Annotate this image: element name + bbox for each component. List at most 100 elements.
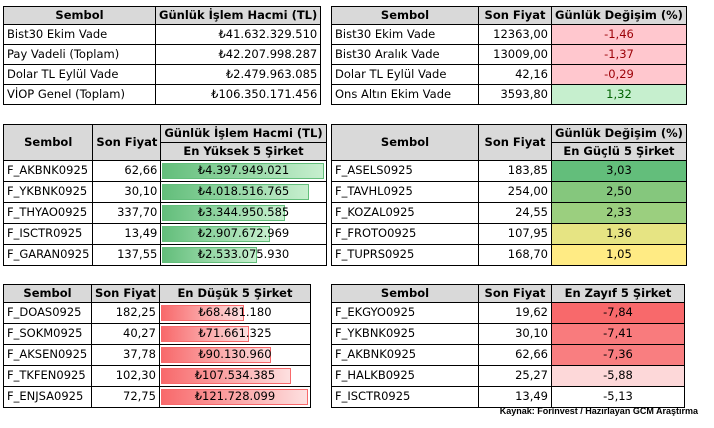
change-cell: 3,03 [551, 160, 687, 182]
symbol-cell: F_EKGYO0925 [331, 302, 479, 324]
volume-cell: ₺42.207.998.287 [154, 44, 322, 65]
change-cell: 1,05 [551, 244, 687, 266]
volume-bar-cell: ₺90.130.960 [158, 344, 311, 366]
price-cell: 13,49 [478, 386, 552, 408]
symbol-cell: Bist30 Ekim Vade [3, 24, 156, 45]
change-cell: -1,46 [551, 24, 687, 45]
change-cell: -0,29 [551, 64, 687, 85]
symbol-cell: F_ISCTR0925 [331, 386, 479, 408]
col-header-weakest-5: En Zayıf 5 Şirket [551, 284, 685, 303]
table-row: F_ENJSA0925 72,75 ₺121.728.099 [3, 386, 311, 408]
price-cell: 107,95 [478, 223, 552, 245]
table-row: Bist30 Ekim Vade 12363,00 -1,46 [331, 24, 687, 45]
volume-bar-cell: ₺71.661.325 [158, 323, 311, 345]
table-row: F_ASELS0925 183,85 3,03 [331, 160, 687, 182]
price-cell: 168,70 [478, 244, 552, 266]
volume-cell: ₺2.479.963.085 [154, 64, 322, 85]
change-cell: -7,41 [551, 323, 685, 345]
symbol-cell: F_ISCTR0925 [2, 223, 94, 245]
table-row: F_SOKM0925 40,27 ₺71.661.325 [3, 323, 311, 345]
symbol-cell: F_TUPRS0925 [331, 244, 479, 266]
change-cell: 1,32 [551, 84, 687, 105]
table-row: F_TAVHL0925 254,00 2,50 [331, 181, 687, 203]
price-cell: 62,66 [92, 160, 162, 182]
price-cell: 183,85 [478, 160, 552, 182]
price-cell: 30,10 [92, 181, 162, 203]
data-bar [162, 226, 270, 242]
volume-bar-cell: ₺2.533.075.930 [160, 244, 327, 266]
change-cell: 2,33 [551, 202, 687, 224]
table-row: F_FROTO0925 107,95 1,36 [331, 223, 687, 245]
price-cell: 182,25 [91, 302, 160, 324]
price-cell: 13,49 [92, 223, 162, 245]
table-row: F_EKGYO0925 19,62 -7,84 [331, 302, 685, 324]
table-row: F_AKBNK0925 62,66 ₺4.397.949.021 [2, 160, 327, 182]
table-row: Ons Altın Ekim Vade 3593,80 1,32 [331, 84, 687, 105]
symbol-cell: F_YKBNK0925 [2, 181, 94, 203]
symbol-cell: F_ASELS0925 [331, 160, 479, 182]
volume-value: ₺2.907.672.969 [197, 226, 290, 241]
data-bar [162, 184, 310, 200]
col-header-change: Günlük Değişim (%) [551, 6, 687, 25]
change-cell: -5,13 [551, 386, 685, 408]
symbol-cell: Ons Altın Ekim Vade [331, 84, 479, 105]
col-header-symbol: Sembol [3, 284, 92, 303]
col-header-price: Son Fiyat [478, 124, 552, 161]
volume-value: ₺2.533.075.930 [197, 247, 290, 262]
volume-value: ₺107.534.385 [194, 368, 276, 383]
price-cell: 37,78 [91, 344, 160, 366]
symbol-cell: F_SOKM0925 [3, 323, 92, 345]
lowest-volume-companies-table: Sembol Son Fiyat En Düşük 5 Şirket F_DOA… [3, 284, 311, 408]
table-row: F_YKBNK0925 30,10 -7,41 [331, 323, 685, 345]
symbol-cell: F_TAVHL0925 [331, 181, 479, 203]
table-row: F_YKBNK0925 30,10 ₺4.018.516.765 [2, 181, 327, 203]
table-row: F_ISCTR0925 13,49 ₺2.907.672.969 [2, 223, 327, 245]
change-cell: -7,36 [551, 344, 685, 366]
symbol-cell: Pay Vadeli (Toplam) [3, 44, 156, 65]
change-cell: -1,37 [551, 44, 687, 65]
top-right-change-table: Sembol Son Fiyat Günlük Değişim (%) Bist… [331, 6, 687, 105]
col-header-volume: Günlük İşlem Hacmi (TL) [160, 124, 327, 143]
table-row: Dolar TL Eylül Vade 42,16 -0,29 [331, 64, 687, 85]
data-bar [162, 163, 324, 179]
symbol-cell: F_DOAS0925 [3, 302, 92, 324]
data-bar [162, 205, 286, 221]
top-volume-companies-table: Sembol Son Fiyat Günlük İşlem Hacmi (TL)… [2, 124, 327, 266]
symbol-cell: Bist30 Aralık Vade [331, 44, 479, 65]
top-left-volume-table: Sembol Günlük İşlem Hacmi (TL) Bist30 Ek… [3, 6, 322, 105]
symbol-cell: F_TKFEN0925 [3, 365, 92, 387]
weakest-companies-table: Sembol Son Fiyat En Zayıf 5 Şirket F_EKG… [331, 284, 685, 408]
change-cell: 1,36 [551, 223, 687, 245]
price-cell: 137,55 [92, 244, 162, 266]
table-row: Pay Vadeli (Toplam) ₺42.207.998.287 [3, 44, 322, 65]
data-bar [162, 247, 257, 263]
data-bar [160, 368, 291, 384]
col-header-lowest-5: En Düşük 5 Şirket [158, 284, 311, 303]
table-row: Dolar TL Eylül Vade ₺2.479.963.085 [3, 64, 322, 85]
table-row: F_DOAS0925 182,25 ₺68.481.180 [3, 302, 311, 324]
symbol-cell: F_AKBNK0925 [331, 344, 479, 366]
table-row: F_HALKB0925 25,27 -5,88 [331, 365, 685, 387]
volume-bar-cell: ₺68.481.180 [158, 302, 311, 324]
volume-value: ₺68.481.180 [198, 305, 272, 320]
col-header-symbol: Sembol [331, 124, 479, 161]
price-cell: 19,62 [478, 302, 552, 324]
col-header-price: Son Fiyat [478, 6, 552, 25]
symbol-cell: F_FROTO0925 [331, 223, 479, 245]
table-row: F_AKSEN0925 37,78 ₺90.130.960 [3, 344, 311, 366]
volume-bar-cell: ₺2.907.672.969 [160, 223, 327, 245]
symbol-cell: Dolar TL Eylül Vade [3, 64, 156, 85]
col-header-price: Son Fiyat [91, 284, 160, 303]
price-cell: 24,55 [478, 202, 552, 224]
col-header-price: Son Fiyat [478, 284, 552, 303]
table-row: F_THYAO0925 337,70 ₺3.344.950.585 [2, 202, 327, 224]
table-row: F_AKBNK0925 62,66 -7,36 [331, 344, 685, 366]
change-cell: 2,50 [551, 181, 687, 203]
volume-value: ₺121.728.099 [194, 389, 276, 404]
price-cell: 12363,00 [478, 24, 552, 45]
data-bar [160, 389, 309, 405]
table-row: Bist30 Aralık Vade 13009,00 -1,37 [331, 44, 687, 65]
price-cell: 337,70 [92, 202, 162, 224]
volume-bar-cell: ₺121.728.099 [158, 386, 311, 408]
volume-bar-cell: ₺4.397.949.021 [160, 160, 327, 182]
